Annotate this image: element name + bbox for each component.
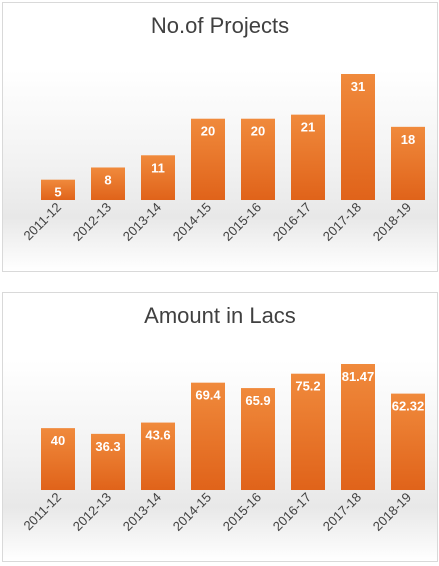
- x-tick-label: 2014-15: [170, 490, 214, 534]
- x-tick-label: 2012-13: [70, 200, 114, 244]
- bar-2012-13: [91, 167, 125, 200]
- bar-2017-18: [341, 74, 375, 200]
- bar-2012-13: [91, 433, 125, 490]
- amount-chart: 40 2011-12 36.3 2012-13 43.6 2013-14 69.4 2014-…: [20, 364, 425, 534]
- x-tick-label: 2017-18: [320, 200, 364, 244]
- bar-2011-12: [41, 179, 75, 200]
- data-label: 36.3: [95, 439, 120, 454]
- data-label: 20: [201, 124, 215, 139]
- bar-2013-14: [141, 155, 175, 200]
- x-tick-label: 2013-14: [120, 490, 164, 534]
- chart-title: No.of Projects: [150, 13, 290, 38]
- bar-2013-14: [141, 422, 175, 490]
- x-tick-label: 2018-19: [370, 490, 414, 534]
- x-tick-label: 2016-17: [270, 490, 314, 534]
- x-tick-label: 2014-15: [170, 200, 214, 244]
- bar-2014-15: [191, 118, 225, 200]
- x-tick-label: 2016-17: [270, 200, 314, 244]
- bar-2016-17: [291, 114, 325, 200]
- x-tick-label: 2015-16: [220, 200, 264, 244]
- data-label: 75.2: [295, 379, 320, 394]
- data-label: 69.4: [195, 388, 221, 403]
- data-label: 11: [151, 160, 165, 175]
- bar-2016-17: [291, 373, 325, 490]
- bar-2015-16: [241, 118, 275, 200]
- data-label: 21: [301, 120, 315, 135]
- data-label: 62.32: [392, 399, 425, 414]
- amount-chart-panel: Amount in Lacs 40 2011-12 36.3 2012-13 43.6 2…: [2, 292, 438, 562]
- chart-title: Amount in Lacs: [144, 303, 296, 328]
- x-tick-label: 2017-18: [320, 490, 364, 534]
- data-label: 40: [51, 433, 65, 448]
- bar-2017-18: [341, 364, 375, 490]
- data-label: 8: [104, 172, 111, 187]
- x-tick-label: 2012-13: [70, 490, 114, 534]
- data-label: 81.47: [342, 369, 375, 384]
- x-tick-label: 2011-12: [20, 490, 64, 534]
- x-tick-label: 2018-19: [370, 200, 414, 244]
- data-label: 5: [54, 185, 61, 200]
- bar-2018-19: [391, 126, 425, 200]
- bar-2018-19: [391, 393, 425, 490]
- bar-2015-16: [241, 388, 275, 490]
- x-tick-label: 2013-14: [120, 200, 164, 244]
- data-label: 65.9: [245, 393, 270, 408]
- data-label: 31: [351, 79, 365, 94]
- x-tick-label: 2011-12: [20, 200, 64, 244]
- projects-chart-panel: No.of Projects 5 2011-12 8 2012-13 11 2013-14…: [2, 2, 438, 272]
- bar-2014-15: [191, 382, 225, 490]
- data-label: 18: [401, 132, 415, 147]
- data-label: 20: [251, 124, 265, 139]
- bar-2011-12: [41, 428, 75, 490]
- x-tick-label: 2015-16: [220, 490, 264, 534]
- data-label: 43.6: [145, 428, 170, 443]
